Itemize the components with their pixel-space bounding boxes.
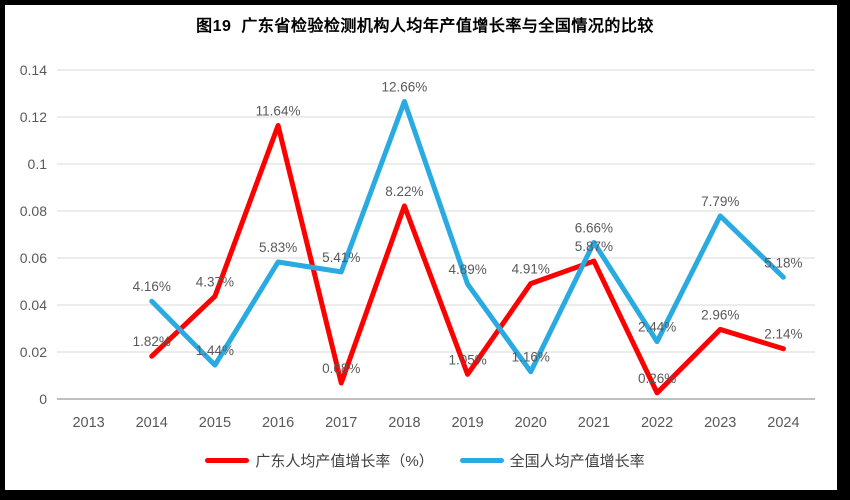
y-tick-label: 0.08: [20, 203, 47, 219]
data-label-series-0: 1.05%: [448, 352, 486, 367]
legend-item-national: 全国人均产值增长率: [459, 450, 645, 471]
data-label-series-1: 4.16%: [133, 279, 171, 294]
x-tick-label: 2024: [767, 415, 799, 431]
legend-swatch-national: [459, 458, 504, 463]
data-label-series-1: 1.16%: [512, 350, 550, 365]
data-label-series-0: 4.91%: [512, 262, 550, 277]
x-tick-label: 2017: [325, 415, 357, 431]
x-tick-label: 2023: [704, 415, 736, 431]
legend-item-guangdong: 广东人均产值增长率（%）: [205, 450, 434, 471]
data-label-series-1: 6.66%: [575, 220, 613, 235]
data-label-series-0: 0.26%: [638, 371, 676, 386]
series-line-1: [149, 98, 786, 375]
x-tick-label: 2020: [515, 415, 547, 431]
x-tick-label: 2018: [388, 415, 420, 431]
x-tick-label: 2016: [262, 415, 294, 431]
chart-title: 图19 广东省检验检测机构人均年产值增长率与全国情况的比较: [196, 18, 654, 35]
data-label-series-1: 2.44%: [638, 320, 676, 335]
y-tick-label: 0.04: [20, 297, 47, 313]
x-tick-label: 2022: [641, 415, 673, 431]
x-tick-label: 2014: [136, 415, 168, 431]
y-tick-label: 0: [39, 391, 47, 407]
x-tick-label: 2013: [72, 415, 104, 431]
x-tick-label: 2015: [199, 415, 231, 431]
data-label-series-0: 8.22%: [385, 184, 423, 199]
legend-label-national: 全国人均产值增长率: [509, 453, 645, 470]
data-label-series-1: 12.66%: [382, 79, 428, 94]
data-label-series-1: 5.41%: [322, 250, 360, 265]
legend-swatch-guangdong: [205, 458, 250, 463]
data-label-series-1: 5.83%: [259, 240, 297, 255]
data-label-series-1: 1.44%: [196, 343, 234, 358]
data-label-series-1: 5.18%: [764, 255, 802, 270]
data-label-series-0: 5.87%: [575, 239, 613, 254]
data-label-series-0: 0.68%: [322, 361, 360, 376]
data-label-series-1: 7.79%: [701, 194, 739, 209]
y-tick-label: 0.14: [20, 62, 47, 78]
legend-label-guangdong: 广东人均产值增长率（%）: [255, 453, 434, 470]
data-label-series-1: 4.89%: [448, 262, 486, 277]
data-label-series-0: 1.82%: [133, 334, 171, 349]
y-tick-label: 0.02: [20, 344, 47, 360]
y-tick-label: 0.06: [20, 250, 47, 266]
x-tick-label: 2021: [578, 415, 610, 431]
data-label-series-0: 2.96%: [701, 307, 739, 322]
x-tick-label: 2019: [451, 415, 483, 431]
data-label-series-0: 4.37%: [196, 274, 234, 289]
data-label-series-0: 2.14%: [764, 327, 802, 342]
data-label-series-0: 11.64%: [256, 103, 301, 118]
y-tick-label: 0.1: [28, 156, 48, 172]
y-tick-label: 0.12: [20, 109, 47, 125]
series-line-0: [149, 122, 786, 396]
legend: 广东人均产值增长率（%） 全国人均产值增长率: [0, 450, 850, 471]
